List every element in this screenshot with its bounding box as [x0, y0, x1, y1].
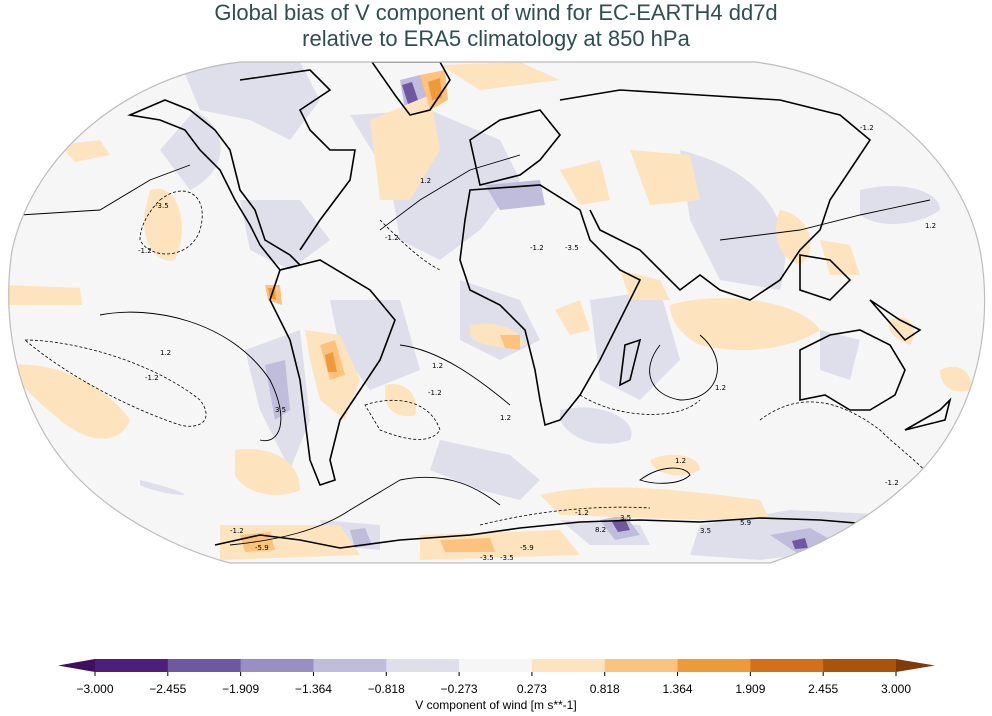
- contour-label: 3.5: [620, 514, 631, 522]
- contour-lines: [19, 154, 931, 546]
- map-field: 1.2 -1.2 3.5 -3.5 -1.2 1.2 -1.2 1.2 -1.2…: [8, 62, 985, 563]
- contour-labels: 1.2 -1.2 3.5 -3.5 -1.2 1.2 -1.2 1.2 -1.2…: [138, 124, 936, 562]
- colorbar-tick-label: −0.818: [367, 682, 405, 696]
- contour-label: -3.5: [500, 554, 514, 562]
- globe-outline: [8, 61, 986, 564]
- contour-label: -1.2: [860, 124, 874, 132]
- contour-label: -3.5: [480, 554, 494, 562]
- contour-label: 1.2: [500, 414, 511, 422]
- colorbar-bin: [240, 659, 314, 672]
- contour-label: 5.9: [740, 519, 751, 527]
- contour-label: -1.2: [428, 389, 442, 397]
- colorbar-bin: [604, 659, 679, 672]
- contour-label: -3.5: [155, 202, 169, 210]
- chart-title: Global bias of V component of wind for E…: [0, 0, 992, 52]
- contour-label: 3.5: [275, 406, 286, 414]
- colorbar-tick-label: 0.273: [516, 682, 547, 696]
- coastlines: [127, 62, 952, 549]
- colorbar-tick-label: −1.909: [222, 682, 260, 696]
- colorbar-tick-label: 0.818: [589, 682, 620, 696]
- colorbar-under-triangle: [58, 659, 95, 672]
- colorbar-tick-label: 3.000: [880, 682, 912, 696]
- contour-label: 1.2: [925, 222, 936, 230]
- contour-label: -1.2: [385, 234, 399, 242]
- contour-label: 1.2: [675, 457, 686, 465]
- contour-label: -5.9: [520, 544, 534, 552]
- colorbar-bin: [386, 659, 460, 672]
- contour-label: -1.2: [230, 527, 244, 535]
- title-line-2: relative to ERA5 climatology at 850 hPa: [302, 26, 690, 51]
- colorbar-tick-label: 2.455: [808, 682, 839, 696]
- colorbar-bin: [459, 659, 533, 672]
- colorbar-tick-label: −0.273: [440, 682, 478, 696]
- contour-label: -1.2: [145, 374, 159, 382]
- colorbar-label: V component of wind [m s**-1]: [415, 698, 577, 712]
- title-line-1: Global bias of V component of wind for E…: [214, 0, 778, 25]
- colorbar: [58, 659, 935, 676]
- contour-label: 8.2: [595, 526, 606, 534]
- colorbar-tick-label: −2.455: [149, 682, 187, 696]
- contour-label: -1.2: [138, 247, 152, 255]
- colorbar-bin: [750, 659, 824, 672]
- contour-label: -5.9: [255, 544, 269, 552]
- contour-label: -1.2: [575, 509, 589, 517]
- colorbar-tick-label: 1.909: [735, 682, 766, 696]
- positive-bias-strongest: [268, 78, 442, 372]
- negative-bias-strongest: [402, 82, 808, 549]
- contour-label: -1.2: [530, 244, 544, 252]
- colorbar-over-triangle: [896, 659, 935, 672]
- contour-label: -1.2: [885, 479, 899, 487]
- colorbar-tick-label: −1.364: [294, 682, 332, 696]
- colorbar-bin: [313, 659, 387, 672]
- colorbar-bin: [167, 659, 242, 672]
- contour-label: 3.5: [700, 527, 711, 535]
- colorbar-tick-label: −3.000: [76, 682, 114, 696]
- contour-label: 1.2: [420, 177, 431, 185]
- contour-label: 1.2: [432, 362, 443, 370]
- colorbar-bin: [677, 659, 751, 672]
- colorbar-tick-label: 1.364: [662, 682, 693, 696]
- colorbar-bin: [823, 659, 897, 672]
- contour-label: -3.5: [565, 244, 579, 252]
- contour-label: 1.2: [160, 349, 171, 357]
- colorbar-bin: [531, 659, 606, 672]
- contour-label: 1.2: [715, 384, 726, 392]
- colorbar-bin: [95, 659, 169, 672]
